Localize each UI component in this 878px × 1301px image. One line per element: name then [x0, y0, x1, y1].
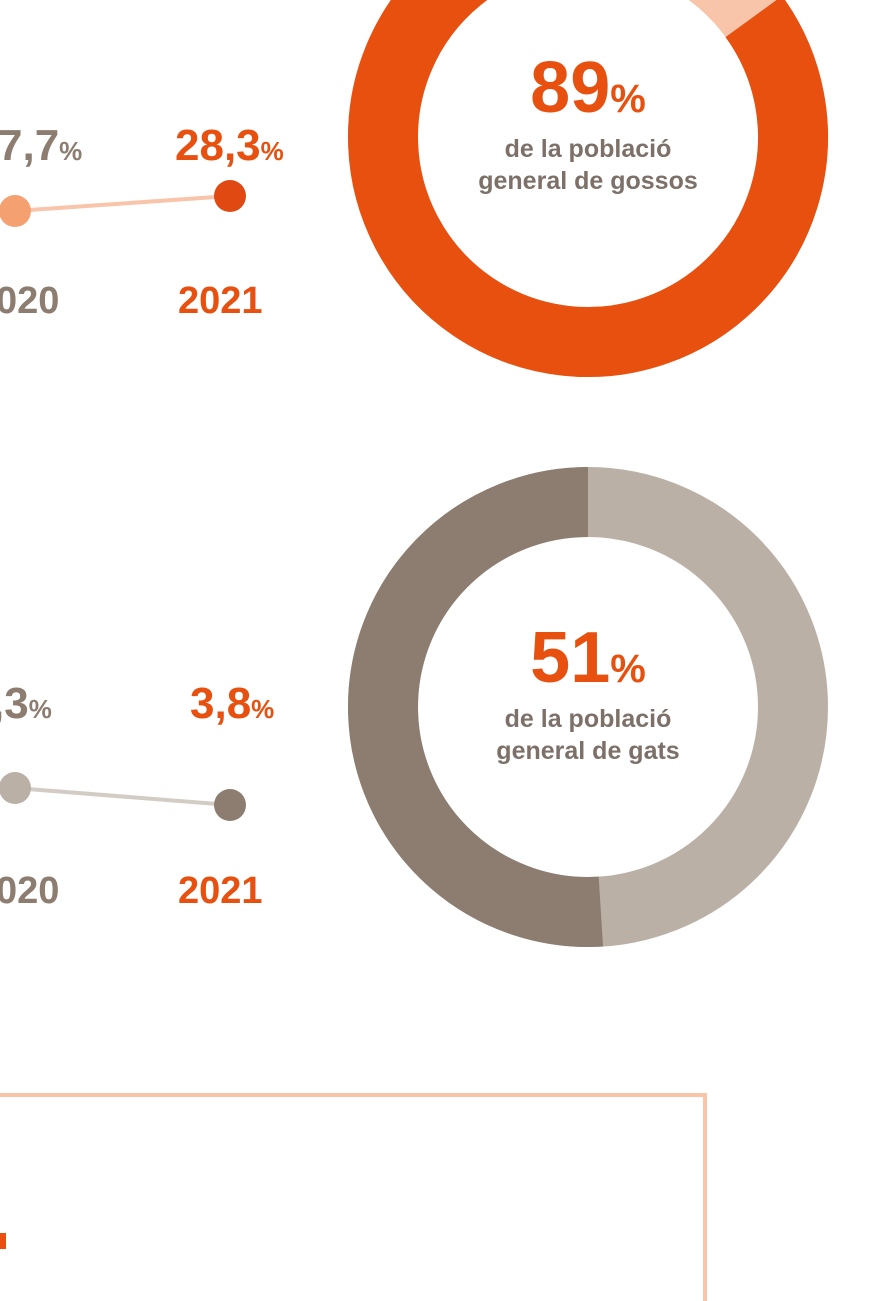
dogs-left-year: 020: [0, 280, 59, 322]
donut-percent: 89%: [530, 48, 646, 128]
donut-value: 89: [530, 48, 610, 128]
cats-left-year: 020: [0, 870, 59, 912]
dogs-right-value: 28,3%: [175, 121, 284, 170]
donut-segment: [348, 467, 604, 947]
donut-segment: [348, 0, 828, 377]
donut-unit: %: [610, 647, 646, 691]
cats-right-year: 2021: [178, 870, 263, 912]
dogs-trend-line: [14, 194, 231, 213]
cats-trend-line: [14, 786, 231, 807]
cropped-text: [0, 1233, 6, 1249]
donut-percent: 51%: [530, 618, 646, 698]
donut-caption: de la població: [505, 135, 672, 163]
dogs-right-year: 2021: [178, 280, 263, 322]
dogs-dot-2020: [0, 195, 31, 227]
donut-caption: general de gossos: [478, 167, 698, 195]
dogs-left-value: 7,7%: [0, 121, 82, 170]
info-box: [0, 1093, 707, 1301]
donut-caption: general de gats: [496, 737, 679, 765]
donut-unit: %: [610, 77, 646, 121]
cats-dot-2020: [0, 772, 31, 804]
cats-dot-2021: [214, 789, 246, 821]
donut-value: 51: [530, 618, 610, 698]
cats-left-value: ,3%: [0, 679, 52, 728]
donut-caption: de la població: [505, 705, 672, 733]
dogs-dot-2021: [214, 180, 246, 212]
cats-right-value: 3,8%: [190, 679, 274, 728]
